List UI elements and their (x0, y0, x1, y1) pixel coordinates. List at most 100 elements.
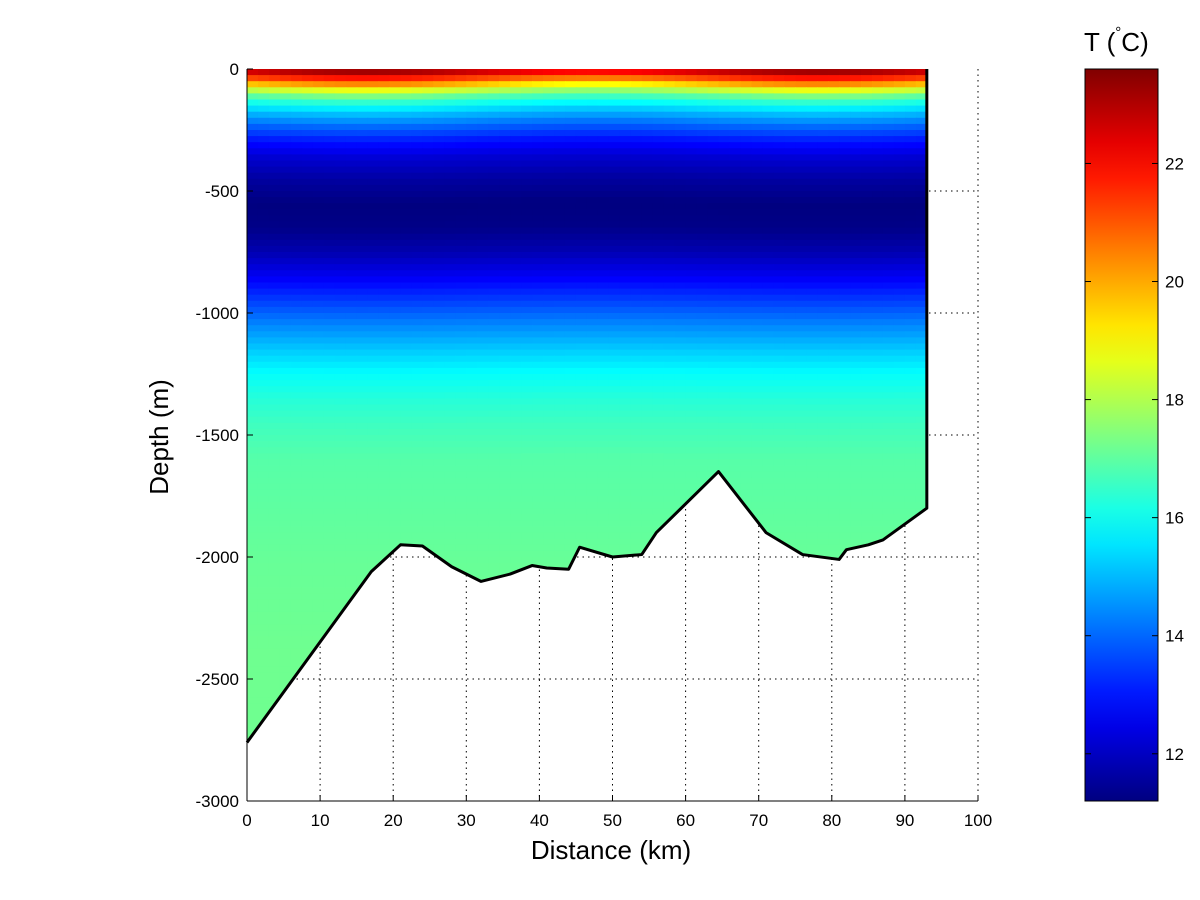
heatmap-cell (773, 428, 785, 436)
heatmap-cell (433, 508, 445, 515)
heatmap-cell (630, 221, 643, 229)
heatmap-cell (608, 435, 621, 442)
heatmap-cell (729, 81, 742, 88)
heatmap-cell (915, 160, 927, 168)
heatmap-cell (301, 349, 314, 357)
heatmap-cell (795, 398, 807, 406)
heatmap-cell (268, 282, 281, 290)
heatmap-cell (597, 245, 610, 253)
heatmap-cell (674, 392, 687, 399)
heatmap-cell (641, 380, 654, 387)
heatmap-cell (422, 337, 435, 345)
heatmap-cell (389, 325, 402, 332)
heatmap-cell (334, 233, 347, 241)
heatmap-cell (367, 441, 380, 448)
heatmap-cell (257, 276, 270, 284)
heatmap-cell (247, 191, 259, 198)
heatmap-cell (564, 355, 577, 363)
heatmap-cell (345, 319, 358, 326)
heatmap-cell (773, 300, 785, 308)
heatmap-cell (904, 160, 917, 168)
heatmap-cell (839, 178, 851, 186)
heatmap-cell (345, 349, 358, 357)
heatmap-cell (806, 380, 818, 387)
heatmap-cell (597, 526, 610, 534)
heatmap-cell (641, 453, 654, 460)
heatmap-cell (323, 154, 336, 162)
heatmap-cell (422, 410, 435, 418)
heatmap-cell (784, 111, 796, 119)
heatmap-cell (290, 313, 303, 320)
heatmap-cell (915, 313, 927, 320)
heatmap-cell (729, 221, 742, 229)
heatmap-cell (663, 166, 676, 174)
heatmap-cell (893, 227, 906, 235)
heatmap-cell (762, 288, 774, 296)
heatmap-cell (685, 184, 698, 192)
heatmap-cell (817, 172, 829, 180)
heatmap-cell (433, 514, 445, 521)
heatmap-cell (554, 252, 566, 259)
heatmap-cell (718, 148, 731, 155)
heatmap-cell (784, 514, 796, 521)
heatmap-cell (290, 471, 303, 479)
heatmap-cell (685, 172, 698, 180)
heatmap-cell (663, 123, 676, 131)
heatmap-cell (850, 87, 862, 94)
heatmap-cell (795, 380, 807, 387)
heatmap-cell (685, 105, 698, 113)
heatmap-cell (510, 215, 522, 223)
heatmap-cell (915, 416, 927, 424)
heatmap-cell (817, 142, 829, 149)
heatmap-cell (257, 209, 270, 216)
heatmap-cell (411, 178, 424, 186)
heatmap-cell (729, 142, 742, 149)
heatmap-cell (268, 441, 281, 448)
heatmap-cell (564, 319, 577, 326)
heatmap-cell (795, 319, 807, 326)
heatmap-cell (378, 69, 391, 76)
heatmap-cell (444, 154, 456, 162)
heatmap-cell (773, 465, 785, 473)
heatmap-cell (247, 422, 259, 430)
heatmap-cell (564, 374, 577, 381)
heatmap-cell (301, 227, 314, 235)
heatmap-cell (773, 99, 785, 107)
heatmap-cell (510, 416, 522, 424)
heatmap-cell (828, 319, 840, 326)
heatmap-cell (543, 123, 555, 131)
heatmap-cell (543, 465, 555, 473)
heatmap-cell (817, 428, 829, 436)
heatmap-cell (312, 538, 325, 546)
heatmap-cell (882, 313, 895, 320)
heatmap-cell (904, 197, 917, 204)
heatmap-cell (663, 264, 676, 271)
heatmap-cell (312, 337, 325, 345)
heatmap-cell (499, 355, 511, 363)
heatmap-cell (828, 117, 840, 125)
heatmap-cell (564, 215, 577, 223)
heatmap-cell (762, 428, 774, 436)
heatmap-cell (773, 252, 785, 259)
heatmap-cell (378, 392, 391, 399)
heatmap-cell (663, 386, 676, 393)
heatmap-cell (915, 93, 927, 101)
heatmap-cell (652, 428, 665, 436)
heatmap-cell (696, 178, 709, 186)
heatmap-cell (477, 69, 489, 76)
heatmap-cell (532, 209, 544, 216)
heatmap-cell (806, 355, 818, 363)
heatmap-cell (784, 538, 796, 546)
heatmap-cell (597, 331, 610, 338)
heatmap-cell (751, 191, 763, 198)
heatmap-cell (554, 123, 566, 131)
heatmap-cell (608, 184, 621, 192)
heatmap-cell (499, 252, 511, 259)
heatmap-cell (356, 550, 369, 558)
heatmap-cell (268, 99, 281, 107)
heatmap-cell (817, 276, 829, 284)
heatmap-cell (817, 148, 829, 155)
heatmap-cell (641, 416, 654, 424)
heatmap-cell (323, 374, 336, 381)
heatmap-cell (554, 233, 566, 241)
